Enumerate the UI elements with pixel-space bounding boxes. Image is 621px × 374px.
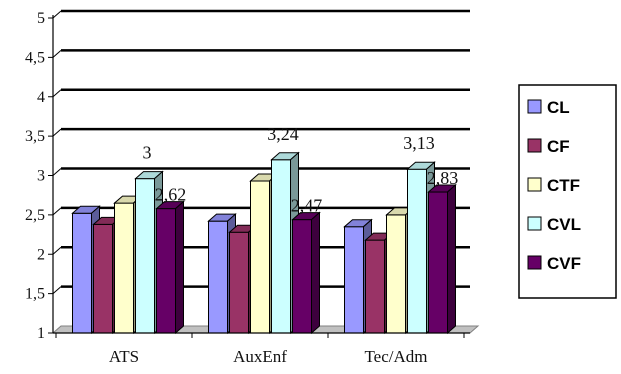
- gridline-connector: [52, 207, 62, 216]
- y-tick-label: 3,5: [25, 128, 45, 145]
- gridline-connector: [52, 10, 62, 19]
- bar-cl-auxenf-front: [208, 220, 228, 334]
- y-tick-label: 4,5: [25, 49, 45, 66]
- bar-cf-tec-adm-front: [365, 239, 385, 334]
- y-tick-label: 1: [37, 325, 45, 342]
- bar-cvl-ats-front: [135, 178, 155, 334]
- bar-cvf-auxenf-front: [292, 219, 312, 334]
- bar-cvf-ats: [155, 200, 185, 335]
- axes: 1 1,5 2 2,5 3 3,5 4 4,5 5 ATS AuxEnf Tec/Adm: [25, 10, 470, 366]
- bar-cvf-auxenf-side: [311, 211, 320, 335]
- legend-label-cl: CL: [547, 98, 570, 117]
- data-label-cvl-auxenf: 3,24: [267, 124, 299, 144]
- data-label-cvl-ats: 3: [143, 143, 152, 163]
- bar-cvf-auxenf: [291, 211, 321, 335]
- bar-ctf-ats-front: [114, 202, 134, 334]
- gridline-connector: [52, 49, 62, 58]
- legend-swatch-cvl: [527, 216, 542, 231]
- bar-ctf-tec-adm-front: [386, 214, 406, 334]
- bar-cvf-tec-adm-front: [428, 191, 448, 334]
- y-tick-label: 1,5: [25, 286, 45, 303]
- bar-ctf-auxenf-front: [250, 180, 270, 334]
- data-label-cvl-tec-adm: 3,13: [403, 133, 435, 153]
- y-tick-label: 5: [37, 10, 45, 27]
- bar-cl-ats-front: [72, 212, 92, 334]
- data-label-cvf-auxenf: 2,47: [291, 196, 323, 216]
- bar-cf-ats-front: [93, 223, 113, 334]
- x-tick-label-ats: ATS: [109, 347, 139, 366]
- legend-label-cvf: CVF: [547, 254, 581, 273]
- y-tick-label: 3: [37, 168, 45, 185]
- gridline-connector: [52, 246, 62, 255]
- legend-swatch-ctf: [527, 177, 542, 192]
- data-labels: 3 2,62 3,24 2,47 3,13 2,83: [143, 124, 459, 216]
- legend: CL CF CTF CVL CVF: [518, 84, 617, 299]
- legend-label-cf: CF: [547, 137, 570, 156]
- gridline-connector: [52, 89, 62, 98]
- y-tick-label: 4: [37, 89, 45, 106]
- legend-swatch-cvf: [527, 255, 542, 270]
- y-tick-label: 2,5: [25, 207, 45, 224]
- legend-label-ctf: CTF: [547, 176, 580, 195]
- legend-swatch-cf: [527, 138, 542, 153]
- data-label-cvf-tec-adm: 2,83: [427, 168, 459, 188]
- data-label-cvf-ats: 2,62: [155, 185, 187, 205]
- gridline-connector: [52, 168, 62, 176]
- gridline-connector: [52, 286, 62, 295]
- bar-cvl-tec-adm-front: [407, 168, 427, 334]
- x-tick-label-auxenf: AuxEnf: [233, 347, 287, 366]
- legend-swatch-cl: [527, 99, 542, 114]
- x-tick-label-tec-adm: Tec/Adm: [364, 347, 427, 366]
- bar-cvf-ats-front: [156, 208, 176, 334]
- legend-label-cvl: CVL: [547, 215, 581, 234]
- bar-cvl-auxenf-front: [271, 159, 291, 334]
- bar-cl-tec-adm-front: [344, 226, 364, 334]
- bar-cf-auxenf-front: [229, 231, 249, 334]
- bar-cvf-ats-side: [175, 200, 184, 335]
- y-tick-label: 2: [37, 246, 45, 263]
- bars: [71, 151, 457, 335]
- bar-cvf-tec-adm-side: [447, 183, 456, 335]
- bar-cvf-tec-adm: [427, 183, 457, 335]
- gridline-connector: [52, 128, 62, 137]
